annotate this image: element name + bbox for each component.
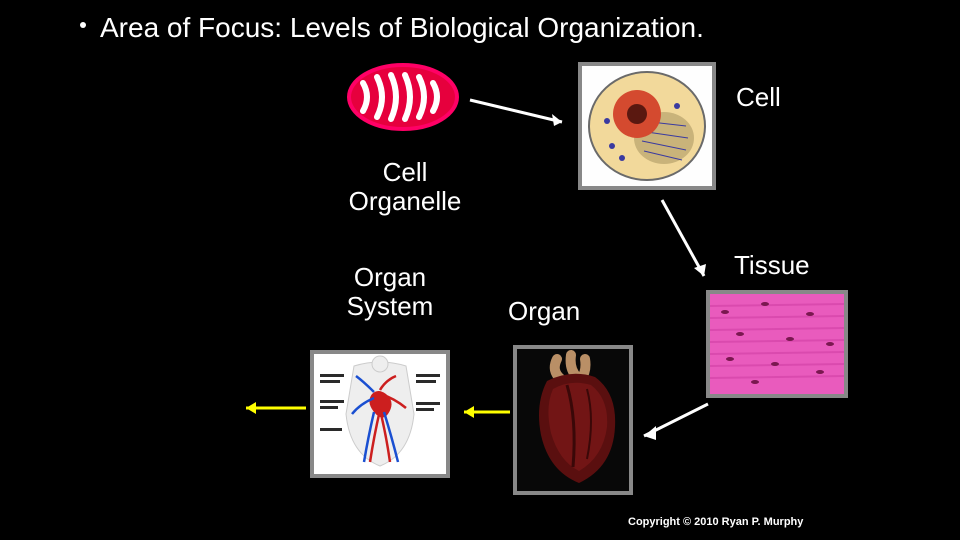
arrow-cell-to-tissue xyxy=(656,196,716,288)
cell-label: Cell xyxy=(736,82,781,113)
cell-image xyxy=(578,62,716,190)
cell-organelle-line2: Organelle xyxy=(349,186,462,216)
arrow-system-to-next xyxy=(236,398,310,418)
arrow-tissue-to-organ xyxy=(636,398,714,448)
heart-drawing-icon xyxy=(517,349,629,491)
circulatory-drawing-icon xyxy=(314,354,446,474)
organ-system-label: Organ System xyxy=(320,263,460,320)
arrow-organ-to-system xyxy=(454,402,514,422)
arrow-organelle-to-cell xyxy=(466,92,576,132)
slide-stage: Area of Focus: Levels of Biological Orga… xyxy=(0,0,960,540)
cell-organelle-line1: Cell xyxy=(383,157,428,187)
copyright-text: Copyright © 2010 Ryan P. Murphy xyxy=(628,516,803,528)
tissue-image xyxy=(706,290,848,398)
organ-system-line2: System xyxy=(347,291,434,321)
tissue-label: Tissue xyxy=(734,250,810,281)
slide-title: Area of Focus: Levels of Biological Orga… xyxy=(100,12,704,44)
organ-image xyxy=(513,345,633,495)
cell-organelle-label: Cell Organelle xyxy=(320,158,490,215)
organ-label: Organ xyxy=(508,296,580,327)
organ-system-image xyxy=(310,350,450,478)
mitochondrion-icon xyxy=(343,55,463,133)
organ-system-line1: Organ xyxy=(354,262,426,292)
title-bullet xyxy=(80,22,86,28)
cell-drawing-icon xyxy=(582,66,712,186)
tissue-drawing-icon xyxy=(710,294,844,394)
